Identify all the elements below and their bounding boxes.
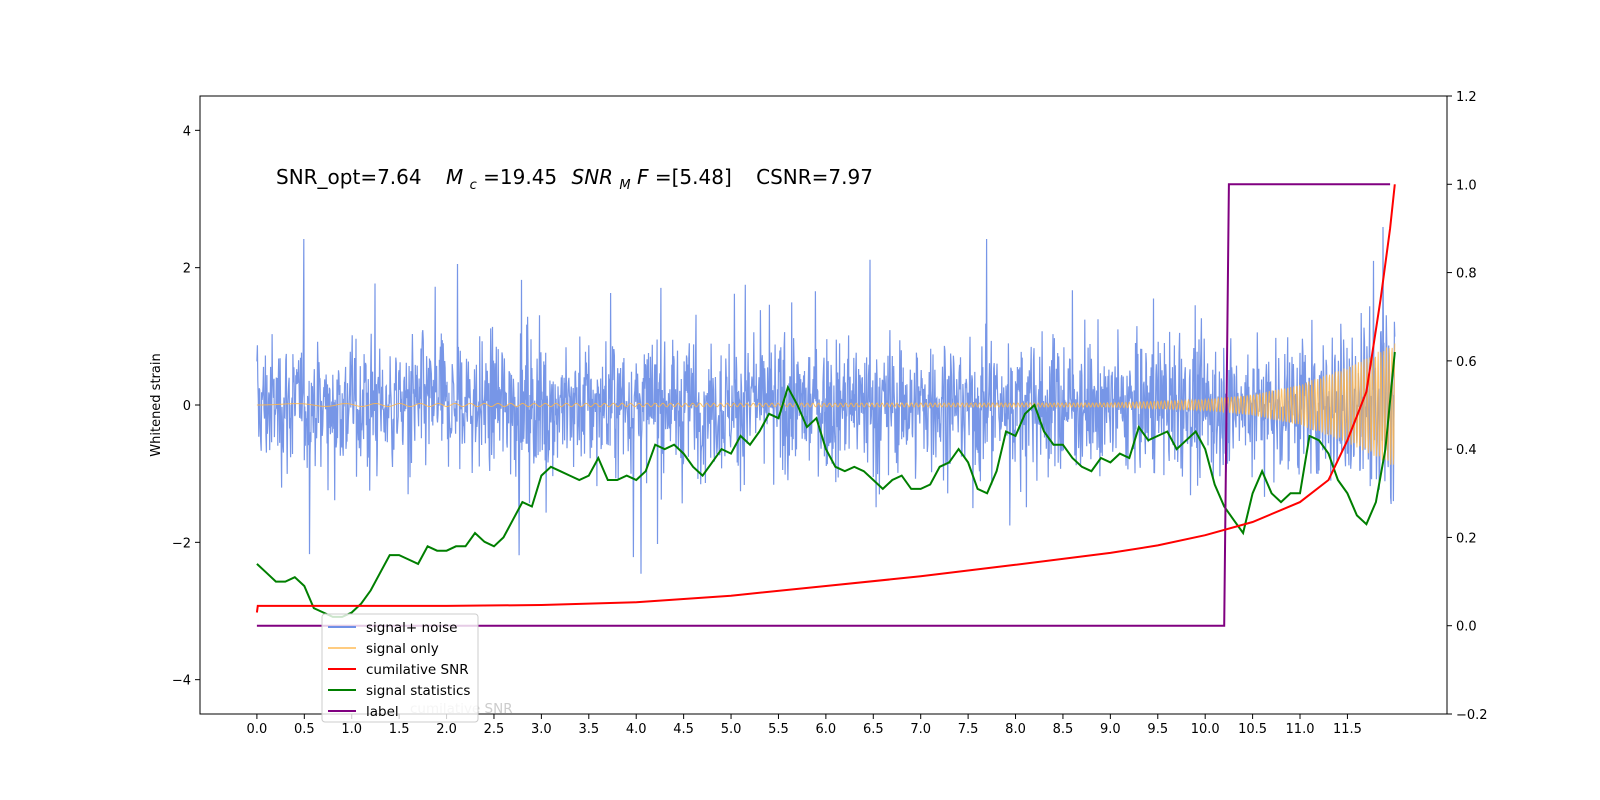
- annotation-text: SNR_opt=7.64 M c =19.45 SNR M F =[5.48] …: [276, 165, 873, 194]
- y-tick-label: 4: [183, 124, 191, 139]
- y-right-tick-label: −0.2: [1456, 708, 1488, 723]
- y-right-tick-label: 0.6: [1456, 355, 1477, 370]
- x-tick-label: 11.0: [1286, 722, 1315, 737]
- mc-symbol: M: [446, 165, 463, 189]
- legend-label: signal statistics: [366, 683, 470, 699]
- x-axis: 0.0 0.5 1.0 1.5 2.0 2.5 3.0 3.5 4.0 4.5 5.0 5.5 6.0 6…: [247, 714, 1362, 737]
- x-tick-label: 9.5: [1147, 722, 1168, 737]
- x-tick-label: 0.5: [294, 722, 315, 737]
- x-tick-label: 11.5: [1333, 722, 1362, 737]
- legend-label: signal+ noise: [366, 620, 457, 636]
- x-tick-label: 1.0: [341, 722, 362, 737]
- legend-label: label: [366, 704, 399, 720]
- y-tick-label: 2: [183, 262, 191, 277]
- signal-noise-series: [256, 226, 1396, 574]
- x-tick-label: 5.0: [721, 722, 742, 737]
- x-tick-label: 0.0: [247, 722, 268, 737]
- y-axis-left: 4 2 0 −2 −4: [172, 124, 200, 689]
- x-tick-label: 4.0: [626, 722, 647, 737]
- y-right-tick-label: 0.4: [1456, 443, 1477, 458]
- x-tick-label: 6.0: [816, 722, 837, 737]
- x-tick-label: 8.0: [1005, 722, 1026, 737]
- y-axis-right: 1.2 1.0 0.8 0.6 0.4 0.2 0.0 −0.2: [1447, 90, 1488, 723]
- y-right-tick-label: 1.2: [1456, 90, 1477, 105]
- plot-area: [255, 183, 1396, 627]
- snr-opt-text: SNR_opt=7.64: [276, 165, 422, 189]
- signal-statistics-series: [256, 351, 1396, 618]
- x-tick-label: 6.5: [863, 722, 884, 737]
- x-tick-label: 1.5: [389, 722, 410, 737]
- y-axis-label: Whitened strain: [149, 353, 164, 456]
- y-right-tick-label: 0.0: [1456, 620, 1477, 635]
- x-tick-label: 9.0: [1100, 722, 1121, 737]
- y-right-tick-label: 0.2: [1456, 531, 1477, 546]
- mc-value: =19.45: [483, 165, 557, 189]
- snrmf-symbol: SNR: [572, 165, 614, 189]
- legend-label: cumilative SNR: [366, 662, 469, 678]
- x-tick-label: 3.5: [578, 722, 599, 737]
- x-tick-label: 8.5: [1053, 722, 1074, 737]
- legend-box: [321, 613, 479, 723]
- x-tick-label: 2.5: [484, 722, 505, 737]
- x-tick-label: 7.5: [958, 722, 979, 737]
- y-tick-label: −2: [172, 536, 191, 551]
- cumulative-snr-series: [255, 184, 1396, 613]
- y-right-tick-label: 1.0: [1456, 178, 1477, 193]
- snrmf-value: =[5.48]: [655, 165, 732, 189]
- x-tick-label: 3.0: [531, 722, 552, 737]
- x-tick-label: 2.0: [436, 722, 457, 737]
- x-tick-label: 10.5: [1238, 722, 1267, 737]
- y-right-tick-label: 0.8: [1456, 267, 1477, 282]
- y-tick-label: 0: [183, 399, 191, 414]
- x-tick-label: 5.5: [768, 722, 789, 737]
- x-tick-label: 4.5: [673, 722, 694, 737]
- snrmf-tail: F: [637, 165, 649, 189]
- mc-subscript: c: [470, 178, 477, 193]
- x-tick-label: 7.0: [910, 722, 931, 737]
- label-series: [256, 183, 1391, 627]
- x-tick-label: 10.0: [1191, 722, 1220, 737]
- csnr-text: CSNR=7.97: [756, 165, 873, 189]
- snrmf-subscript: M: [619, 178, 630, 193]
- signal-only-series: [256, 343, 1396, 465]
- legend-label: signal only: [366, 641, 439, 657]
- y-tick-label: −4: [172, 674, 191, 689]
